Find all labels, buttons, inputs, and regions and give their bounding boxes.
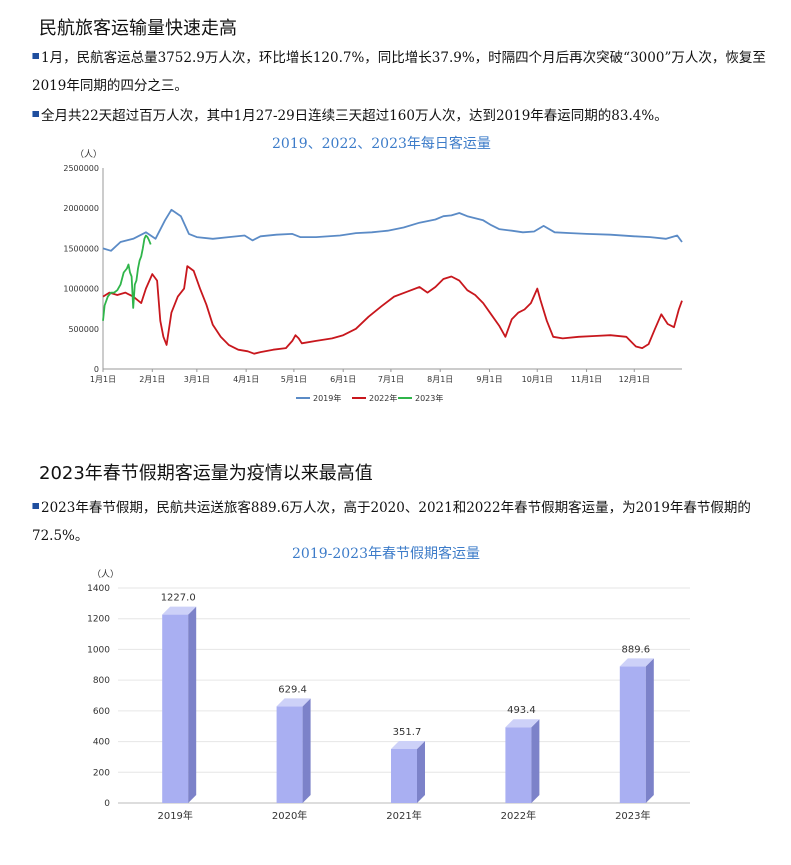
y-axis-label: （人）: [75, 149, 102, 160]
bar-value-label: 889.6: [621, 644, 650, 655]
x-tick-label: 11月1日: [571, 375, 602, 384]
bar-top: [162, 606, 197, 615]
x-tick-label: 1月1日: [90, 375, 116, 384]
section2-para1: 2023年春节假期，民航共运送旅客889.6万人次，高于2020、2021和20…: [32, 500, 751, 544]
bar-front: [276, 706, 303, 803]
y-tick-label: 0: [94, 365, 99, 374]
x-tick-label: 2022年: [501, 809, 536, 822]
section1-title: 民航旅客运输量快速走高: [39, 18, 237, 39]
bar-top: [505, 719, 540, 728]
bar-2023年: [619, 658, 654, 803]
y-tick-label: 2000000: [63, 204, 99, 213]
bar-2020年: [276, 698, 311, 803]
bar-top: [391, 740, 425, 749]
bar-chart: （人） 0 200 400 600 800 1000 1200 1400 1227.0 2019年 6…: [87, 569, 690, 822]
line-chart-title: 2019、2022、2023年每日客运量: [272, 136, 491, 152]
bar-side: [645, 658, 654, 803]
bar-side: [417, 740, 425, 803]
x-tick-label: 6月1日: [330, 375, 356, 384]
bar-2021年: [391, 740, 425, 803]
x-tick-label: 5月1日: [281, 375, 307, 384]
x-tick-label: 7月1日: [378, 375, 404, 384]
bullet-icon: [32, 503, 39, 509]
x-tick-label: 9月1日: [476, 375, 502, 384]
bar-front: [391, 748, 417, 803]
bar-side: [188, 606, 197, 803]
x-tick-label: 8月1日: [427, 375, 453, 384]
y-tick-label: 1400: [87, 584, 110, 594]
bar-value-label: 1227.0: [161, 593, 196, 604]
bar-value-label: 493.4: [507, 705, 536, 716]
bar-front: [619, 666, 646, 803]
bar-2022年: [505, 719, 540, 803]
bar-value-label: 351.7: [393, 727, 422, 738]
legend-label: 2023年: [415, 393, 443, 403]
x-tick-label: 12月1日: [619, 375, 650, 384]
x-tick-label: 2019年: [157, 809, 192, 822]
y-tick-label: 1000: [87, 645, 110, 655]
y-tick-label: 0: [104, 799, 110, 809]
section1-para1: 1月，民航客运总量3752.9万人次，环比增长120.7%，同比增长37.9%，…: [32, 50, 766, 94]
line-chart: （人） 0 500000 1000000 1500000 2000000 2500000 1月…: [63, 149, 683, 403]
series-line-2023年: [102, 234, 152, 321]
x-tick-label: 10月1日: [522, 375, 553, 384]
bar-chart-title: 2019-2023年春节假期客运量: [292, 546, 480, 562]
y-tick-label: 1000000: [63, 285, 99, 294]
x-tick-label: 2023年: [615, 809, 650, 822]
bar-side: [531, 719, 540, 803]
y-tick-label: 200: [93, 768, 110, 778]
x-tick-label: 3月1日: [184, 375, 210, 384]
bullet-icon: [32, 111, 39, 117]
y-tick-label: 1200: [87, 615, 110, 625]
x-tick-label: 2021年: [386, 809, 421, 822]
bar-value-label: 629.4: [278, 684, 307, 695]
y-tick-label: 600: [93, 707, 110, 717]
legend-label: 2019年: [313, 393, 341, 403]
y-tick-label: 1500000: [63, 244, 99, 253]
series-line-2019年: [102, 208, 683, 252]
x-tick-label: 2020年: [272, 809, 307, 822]
y-axis-label: （人）: [92, 569, 119, 580]
legend-label: 2022年: [369, 393, 397, 403]
x-tick-label: 2月1日: [139, 375, 165, 384]
y-tick-label: 2500000: [63, 164, 99, 173]
bar-front: [505, 727, 532, 803]
section1-para2: 全月共22天超过百万人次，其中1月27-29日连续三天超过160万人次，达到20…: [32, 102, 777, 130]
section2-title: 2023年春节假期客运量为疫情以来最高值: [39, 463, 373, 484]
bar-top: [619, 658, 654, 667]
series-line-2022年: [102, 265, 683, 355]
y-tick-label: 800: [93, 676, 110, 686]
bar-2019年: [162, 606, 197, 803]
y-tick-label: 400: [93, 738, 110, 748]
y-tick-label: 500000: [68, 325, 99, 334]
bar-top: [276, 698, 311, 707]
x-tick-label: 4月1日: [233, 375, 259, 384]
bullet-icon: [32, 53, 39, 59]
bar-side: [302, 698, 311, 803]
bar-front: [162, 614, 189, 803]
